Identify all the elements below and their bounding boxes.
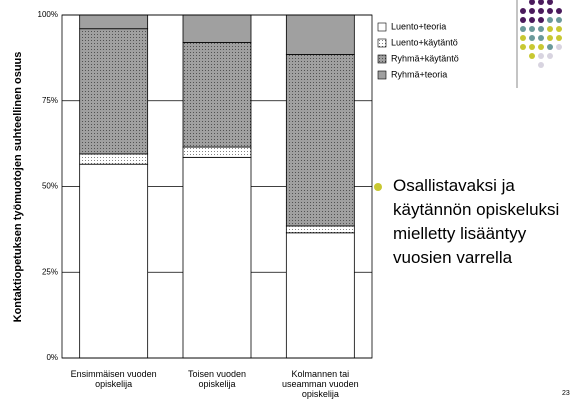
x-tick-label: Kolmannen tai useamman vuoden opiskelija	[282, 369, 359, 399]
legend-swatch	[377, 38, 387, 48]
legend-label: Ryhmä+teoria	[391, 69, 447, 79]
bar-segment	[182, 146, 252, 158]
bar-segment	[285, 54, 355, 227]
y-tick-label: 0%	[46, 353, 58, 362]
bar-segment	[182, 14, 252, 43]
x-tick-label: Toisen vuoden opiskelija	[187, 369, 247, 389]
bullet-text: Osallistavaksi ja käytännön opiskeluksi …	[393, 176, 560, 267]
bullet-marker	[374, 183, 382, 191]
legend-label: Luento+teoria	[391, 21, 446, 31]
page-number: 23	[562, 390, 570, 397]
legend-label: Ryhmä+käytäntö	[391, 53, 459, 63]
decoration	[516, 0, 562, 88]
bar-segment	[182, 42, 252, 148]
legend-swatch	[377, 70, 387, 80]
bar-segment	[285, 14, 355, 55]
legend-swatch	[377, 22, 387, 32]
legend-swatch	[377, 54, 387, 64]
bar-segment	[285, 232, 355, 359]
bar-segment	[79, 28, 149, 155]
y-axis-label: Kontaktiopetuksen työmuotojen suhteellin…	[12, 52, 24, 323]
x-tick-label: Ensimmäisen vuoden opiskelija	[70, 369, 157, 389]
bar-segment	[79, 153, 149, 165]
y-tick-label: 75%	[42, 96, 58, 105]
plot-border	[61, 14, 373, 359]
bar-segment	[182, 156, 252, 359]
bar-segment	[79, 14, 149, 30]
y-tick-label: 50%	[42, 182, 58, 191]
legend-label: Luento+käytäntö	[391, 37, 458, 47]
bar-segment	[285, 225, 355, 234]
bar-segment	[79, 163, 149, 359]
y-tick-label: 25%	[42, 267, 58, 276]
y-tick-label: 100%	[38, 10, 58, 19]
